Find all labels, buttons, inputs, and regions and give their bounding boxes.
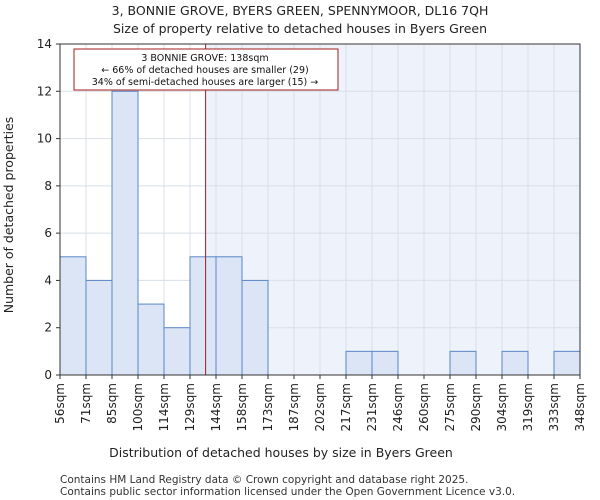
x-tick-label: 275sqm [443,383,457,431]
x-ticks: 56sqm 71sqm 85sqm 100sqm 114sqm 129sqm 144sqm 1… [53,375,587,431]
x-tick-label: 144sqm [209,383,223,431]
y-axis-label: Number of detached properties [1,117,16,314]
bar [501,350,529,376]
x-tick-label: 100sqm [131,383,145,431]
bar [163,327,191,376]
annotation-line1: 3 BONNIE GROVE: 138sqm [141,53,268,64]
y-ticks: 0 2 4 6 8 10 12 14 [37,37,60,382]
x-tick-label: 260sqm [417,383,431,431]
y-tick-label: 6 [44,226,52,240]
x-tick-label: 114sqm [157,383,171,431]
x-tick-label: 71sqm [79,383,93,424]
x-tick-label: 56sqm [53,383,67,424]
bar [189,256,217,376]
x-tick-label: 231sqm [365,383,379,431]
bars [59,90,581,376]
x-tick-label: 319sqm [521,383,535,431]
chart-title-line2: Size of property relative to detached ho… [113,21,487,36]
x-tick-label: 304sqm [495,383,509,431]
y-tick-label: 14 [37,37,52,51]
annotation-box: 3 BONNIE GROVE: 138sqm ← 66% of detached… [73,48,339,91]
bar [85,279,113,376]
x-axis-label: Distribution of detached houses by size … [109,445,453,460]
footer-line1: Contains HM Land Registry data © Crown c… [60,474,468,486]
y-tick-label: 10 [37,132,52,146]
bar [137,303,165,376]
x-tick-label: 187sqm [287,383,301,431]
bar [215,256,243,376]
x-tick-label: 85sqm [105,383,119,424]
bar [449,350,477,376]
footer-line2: Contains public sector information licen… [60,486,515,498]
chart-title-line1: 3, BONNIE GROVE, BYERS GREEN, SPENNYMOOR… [112,3,489,18]
bar [553,350,581,376]
bar [111,90,139,376]
x-tick-label: 217sqm [339,383,353,431]
x-tick-label: 158sqm [235,383,249,431]
annotation-line2: ← 66% of detached houses are smaller (29… [101,65,308,76]
annotation-line3: 34% of semi-detached houses are larger (… [92,77,319,88]
y-tick-label: 8 [44,179,52,193]
bar [59,256,87,376]
bar [371,350,399,376]
bar [241,279,269,376]
y-tick-label: 12 [37,84,52,98]
y-tick-label: 4 [44,273,52,287]
x-tick-label: 333sqm [547,383,561,431]
x-tick-label: 129sqm [183,383,197,431]
x-tick-label: 246sqm [391,383,405,431]
x-tick-label: 202sqm [313,383,327,431]
bar [345,350,373,376]
x-tick-label: 348sqm [573,383,587,431]
x-tick-label: 290sqm [469,383,483,431]
x-tick-label: 173sqm [261,383,275,431]
y-tick-label: 0 [44,368,52,382]
y-tick-label: 2 [44,321,52,335]
